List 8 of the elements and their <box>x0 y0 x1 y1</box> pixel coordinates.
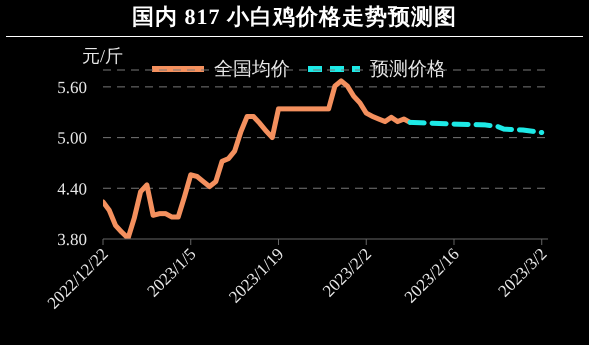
legend-label: 全国均价 <box>214 58 290 82</box>
y-axis-title: 元/斤 <box>82 45 124 68</box>
y-tick-label: 5.00 <box>57 128 87 148</box>
chart-title: 国内 817 小白鸡价格走势预测图 <box>131 3 458 31</box>
legend-label: 预测价格 <box>370 58 446 82</box>
y-tick-label: 3.80 <box>57 230 87 249</box>
y-tick-label: 4.40 <box>57 179 87 198</box>
y-tick-label: 5.60 <box>57 78 87 97</box>
